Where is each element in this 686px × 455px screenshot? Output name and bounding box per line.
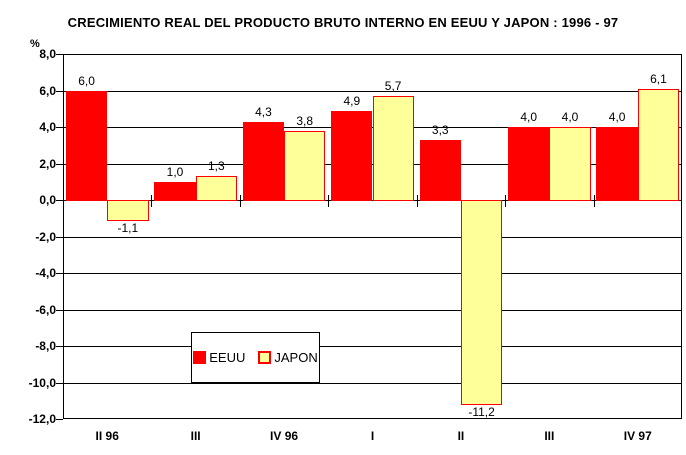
y-axis-tick-label: -6,0	[35, 302, 56, 317]
bar-eeuu	[508, 127, 550, 201]
bar-value-label: 4,0	[561, 110, 579, 124]
bar-value-label: 1,0	[166, 164, 184, 179]
x-axis-category-label: IV 97	[623, 429, 652, 443]
y-axis-tick-label: -10,0	[28, 375, 56, 390]
bar-japon	[549, 127, 591, 201]
bar-value-label: 4,9	[343, 93, 361, 108]
y-axis-tick-label: -4,0	[35, 266, 56, 280]
bar-japon	[195, 176, 237, 201]
gridline	[63, 382, 682, 384]
legend-swatch-eeuu	[193, 351, 207, 364]
legend-swatch-japon	[258, 351, 272, 364]
y-axis-tick	[56, 163, 63, 165]
x-axis-tick	[151, 195, 153, 207]
bar-value-label: 6,0	[78, 73, 95, 88]
chart-title: CRECIMIENTO REAL DEL PRODUCTO BRUTO INTE…	[67, 15, 619, 30]
bar-eeuu	[154, 181, 196, 201]
bar-japon	[372, 95, 414, 201]
bar-japon	[284, 130, 326, 201]
gridline	[63, 346, 682, 347]
y-axis-tick-label: 8,0	[39, 47, 56, 61]
legend-label-japon: JAPON	[274, 350, 318, 365]
x-axis-tick	[505, 195, 507, 207]
y-axis-tick	[56, 54, 63, 55]
bar-value-label: 4,0	[608, 110, 626, 124]
bar-eeuu	[242, 121, 285, 201]
bar-value-label: 4,0	[520, 110, 538, 124]
x-axis-category-label: I	[370, 429, 375, 443]
bar-value-label: 6,1	[650, 71, 667, 86]
x-axis-category-label: II	[457, 429, 465, 443]
y-axis-tick-label: 0,0	[39, 193, 56, 207]
y-axis-tick-label: 4,0	[39, 120, 56, 134]
bar-japon	[637, 88, 680, 201]
y-axis-tick	[56, 90, 63, 92]
y-axis-tick	[56, 309, 63, 311]
bar-value-label: 4,3	[255, 104, 272, 119]
legend-label-eeuu: EEUU	[209, 350, 246, 365]
gridline	[63, 90, 682, 92]
x-axis-tick	[416, 195, 418, 207]
y-axis-tick-label: 6,0	[39, 83, 56, 98]
bar-eeuu	[331, 110, 373, 201]
x-axis-tick	[328, 195, 330, 207]
y-axis-tick	[56, 419, 63, 420]
x-axis-category-label: II 96	[95, 429, 119, 443]
bar-value-label: 3,8	[296, 113, 314, 128]
legend: EEUU JAPON	[191, 332, 320, 383]
y-axis-tick	[56, 236, 63, 238]
bar-value-label: -1,1	[117, 221, 139, 236]
x-axis-tick	[593, 195, 595, 207]
legend-item-eeuu: EEUU	[193, 350, 245, 365]
y-axis-tick-label: -2,0	[35, 229, 56, 244]
y-axis-tick	[56, 273, 63, 274]
bar-eeuu	[419, 139, 461, 201]
x-axis-tick	[239, 195, 241, 207]
bar-japon	[460, 200, 503, 406]
gridline	[63, 309, 682, 311]
x-axis-category-label: IV 96	[270, 429, 299, 443]
bar-value-label: 3,3	[431, 122, 449, 137]
bar-eeuu	[65, 90, 108, 201]
legend-item-japon: JAPON	[258, 350, 318, 365]
y-axis-tick	[56, 127, 63, 128]
bar-japon	[107, 200, 149, 222]
y-axis-tick	[56, 200, 63, 201]
y-axis-tick-label: -12,0	[28, 412, 56, 426]
gridline	[63, 236, 682, 238]
y-axis-tick	[56, 346, 63, 347]
y-axis-unit-label: %	[30, 38, 40, 50]
y-axis-tick	[56, 382, 63, 384]
bar-value-label: -11,2	[468, 405, 495, 420]
x-axis-category-label: III	[544, 429, 555, 443]
bar-eeuu	[596, 127, 638, 201]
bar-value-label: 5,7	[384, 78, 402, 93]
bar-value-label: 1,3	[207, 159, 225, 174]
y-axis-tick-label: -8,0	[35, 339, 56, 353]
y-axis-tick-label: 2,0	[39, 156, 56, 171]
x-axis-category-label: III	[190, 429, 201, 443]
gridline	[63, 273, 682, 274]
